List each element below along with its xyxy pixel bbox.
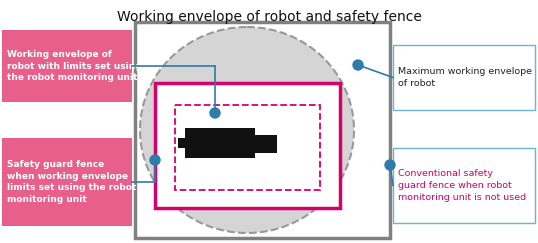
Text: Maximum working envelope
of robot: Maximum working envelope of robot <box>398 67 532 88</box>
Bar <box>393 148 535 223</box>
Text: Safety guard fence
when working envelope
limits set using the robot
monitoring u: Safety guard fence when working envelope… <box>7 160 136 204</box>
Bar <box>255 135 277 153</box>
Ellipse shape <box>140 27 354 233</box>
Bar <box>393 45 535 110</box>
Text: Working envelope of robot and safety fence: Working envelope of robot and safety fen… <box>117 10 421 24</box>
Text: Conventional safety
guard fence when robot
monitoring unit is not used: Conventional safety guard fence when rob… <box>398 169 526 202</box>
Circle shape <box>353 60 363 70</box>
Circle shape <box>385 160 395 170</box>
Bar <box>2 138 132 226</box>
Bar <box>175 105 320 190</box>
Bar <box>155 83 340 208</box>
Circle shape <box>150 155 160 165</box>
Text: Working envelope of
robot with limits set using
the robot monitoring unit: Working envelope of robot with limits se… <box>7 50 141 82</box>
Bar <box>178 138 188 148</box>
Bar <box>135 22 390 238</box>
Bar <box>185 128 255 158</box>
Circle shape <box>210 108 220 118</box>
Bar <box>2 30 132 102</box>
